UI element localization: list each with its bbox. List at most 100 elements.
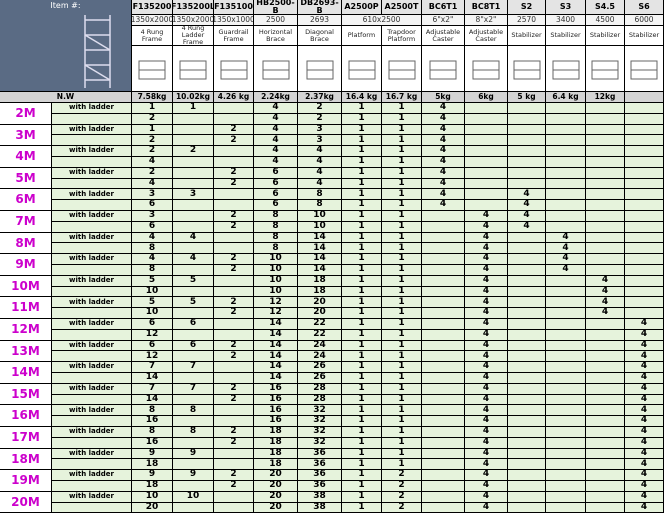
- quantity-cell: [173, 502, 214, 514]
- quantity-cell: 4: [173, 232, 214, 244]
- quantity-cell: [214, 491, 254, 503]
- quantity-cell: 26: [298, 373, 342, 384]
- item-description: 4 Rung Ladder Frame: [173, 26, 214, 46]
- quantity-cell: 5: [173, 297, 214, 309]
- row-label: with ladder: [52, 297, 132, 309]
- quantity-cell: [508, 297, 546, 309]
- quantity-cell: [173, 437, 214, 449]
- item-image: [173, 46, 214, 92]
- product-icon: [262, 60, 289, 79]
- quantity-cell: 14: [254, 319, 298, 330]
- quantity-cell: 18: [298, 286, 342, 298]
- quantity-cell: 32: [298, 416, 342, 427]
- quantity-cell: [586, 437, 625, 449]
- item-code: F135100: [214, 0, 254, 15]
- quantity-cell: 1: [382, 254, 422, 265]
- item-weight: 12kg: [586, 92, 625, 103]
- quantity-cell: [625, 308, 664, 319]
- quantity-cell: [546, 362, 586, 373]
- quantity-cell: 4: [254, 135, 298, 147]
- quantity-cell: 4: [465, 427, 508, 438]
- quantity-cell: 4: [625, 491, 664, 503]
- quantity-cell: 1: [382, 297, 422, 309]
- quantity-cell: [422, 459, 465, 471]
- quantity-cell: 20: [132, 502, 173, 514]
- quantity-cell: 1: [342, 448, 382, 460]
- quantity-cell: 4: [465, 459, 508, 471]
- row-label: [52, 481, 132, 492]
- quantity-cell: [586, 221, 625, 233]
- quantity-cell: 12: [132, 329, 173, 341]
- quantity-cell: [422, 362, 465, 373]
- quantity-cell: 4: [254, 146, 298, 157]
- quantity-cell: 8: [173, 427, 214, 438]
- row-label: with ladder: [52, 189, 132, 201]
- quantity-cell: 4: [465, 232, 508, 244]
- quantity-cell: 1: [342, 178, 382, 190]
- item-size: 2693: [298, 15, 342, 26]
- item-size: 610x2500: [342, 15, 422, 26]
- quantity-cell: 8: [298, 200, 342, 211]
- row-label: [52, 243, 132, 255]
- quantity-cell: [586, 329, 625, 341]
- quantity-cell: 4: [422, 124, 465, 136]
- quantity-cell: 1: [382, 211, 422, 222]
- quantity-cell: [422, 427, 465, 438]
- quantity-cell: 4: [465, 340, 508, 352]
- item-image: [132, 46, 173, 92]
- quantity-cell: 1: [382, 405, 422, 417]
- quantity-cell: 8: [254, 232, 298, 244]
- quantity-cell: [586, 211, 625, 222]
- quantity-cell: 10: [254, 254, 298, 265]
- quantity-cell: 16: [132, 437, 173, 449]
- quantity-cell: [625, 189, 664, 201]
- quantity-cell: 4: [132, 232, 173, 244]
- quantity-cell: 14: [254, 351, 298, 363]
- quantity-cell: 6: [254, 200, 298, 211]
- quantity-cell: 18: [254, 459, 298, 471]
- quantity-cell: 1: [342, 189, 382, 201]
- quantity-cell: [508, 491, 546, 503]
- row-label: [52, 459, 132, 471]
- quantity-cell: 4: [625, 383, 664, 395]
- quantity-cell: 2: [214, 427, 254, 438]
- quantity-cell: 1: [342, 437, 382, 449]
- quantity-cell: [508, 383, 546, 395]
- quantity-cell: 1: [382, 459, 422, 471]
- quantity-cell: 36: [298, 470, 342, 481]
- item-size: 3400: [546, 15, 586, 26]
- quantity-cell: 4: [298, 178, 342, 190]
- quantity-cell: 6: [132, 340, 173, 352]
- quantity-cell: [546, 394, 586, 406]
- row-label: with ladder: [52, 319, 132, 330]
- quantity-cell: 4: [465, 416, 508, 427]
- row-label: with ladder: [52, 405, 132, 417]
- product-icon: [591, 60, 619, 79]
- quantity-cell: [173, 243, 214, 255]
- quantity-cell: 10: [254, 275, 298, 287]
- quantity-cell: [422, 481, 465, 492]
- quantity-cell: [508, 416, 546, 427]
- quantity-cell: 1: [342, 286, 382, 298]
- quantity-cell: 1: [342, 103, 382, 114]
- quantity-cell: 6: [132, 200, 173, 211]
- quantity-cell: [173, 459, 214, 471]
- quantity-cell: [214, 232, 254, 244]
- quantity-cell: 2: [214, 481, 254, 492]
- item-description: Guardrail Frame: [214, 26, 254, 46]
- quantity-cell: 1: [382, 383, 422, 395]
- quantity-cell: [546, 178, 586, 190]
- item-description: Adjustable Caster: [422, 26, 465, 46]
- quantity-cell: 1: [342, 200, 382, 211]
- quantity-cell: 2: [382, 470, 422, 481]
- quantity-cell: 4: [625, 416, 664, 427]
- quantity-cell: [546, 427, 586, 438]
- quantity-cell: [173, 394, 214, 406]
- quantity-cell: [173, 135, 214, 147]
- quantity-cell: 1: [342, 135, 382, 147]
- item-description: Stabilizer: [586, 26, 625, 46]
- product-icon: [552, 60, 579, 79]
- quantity-cell: 4: [625, 373, 664, 384]
- product-icon: [306, 60, 333, 79]
- quantity-cell: 4: [298, 157, 342, 168]
